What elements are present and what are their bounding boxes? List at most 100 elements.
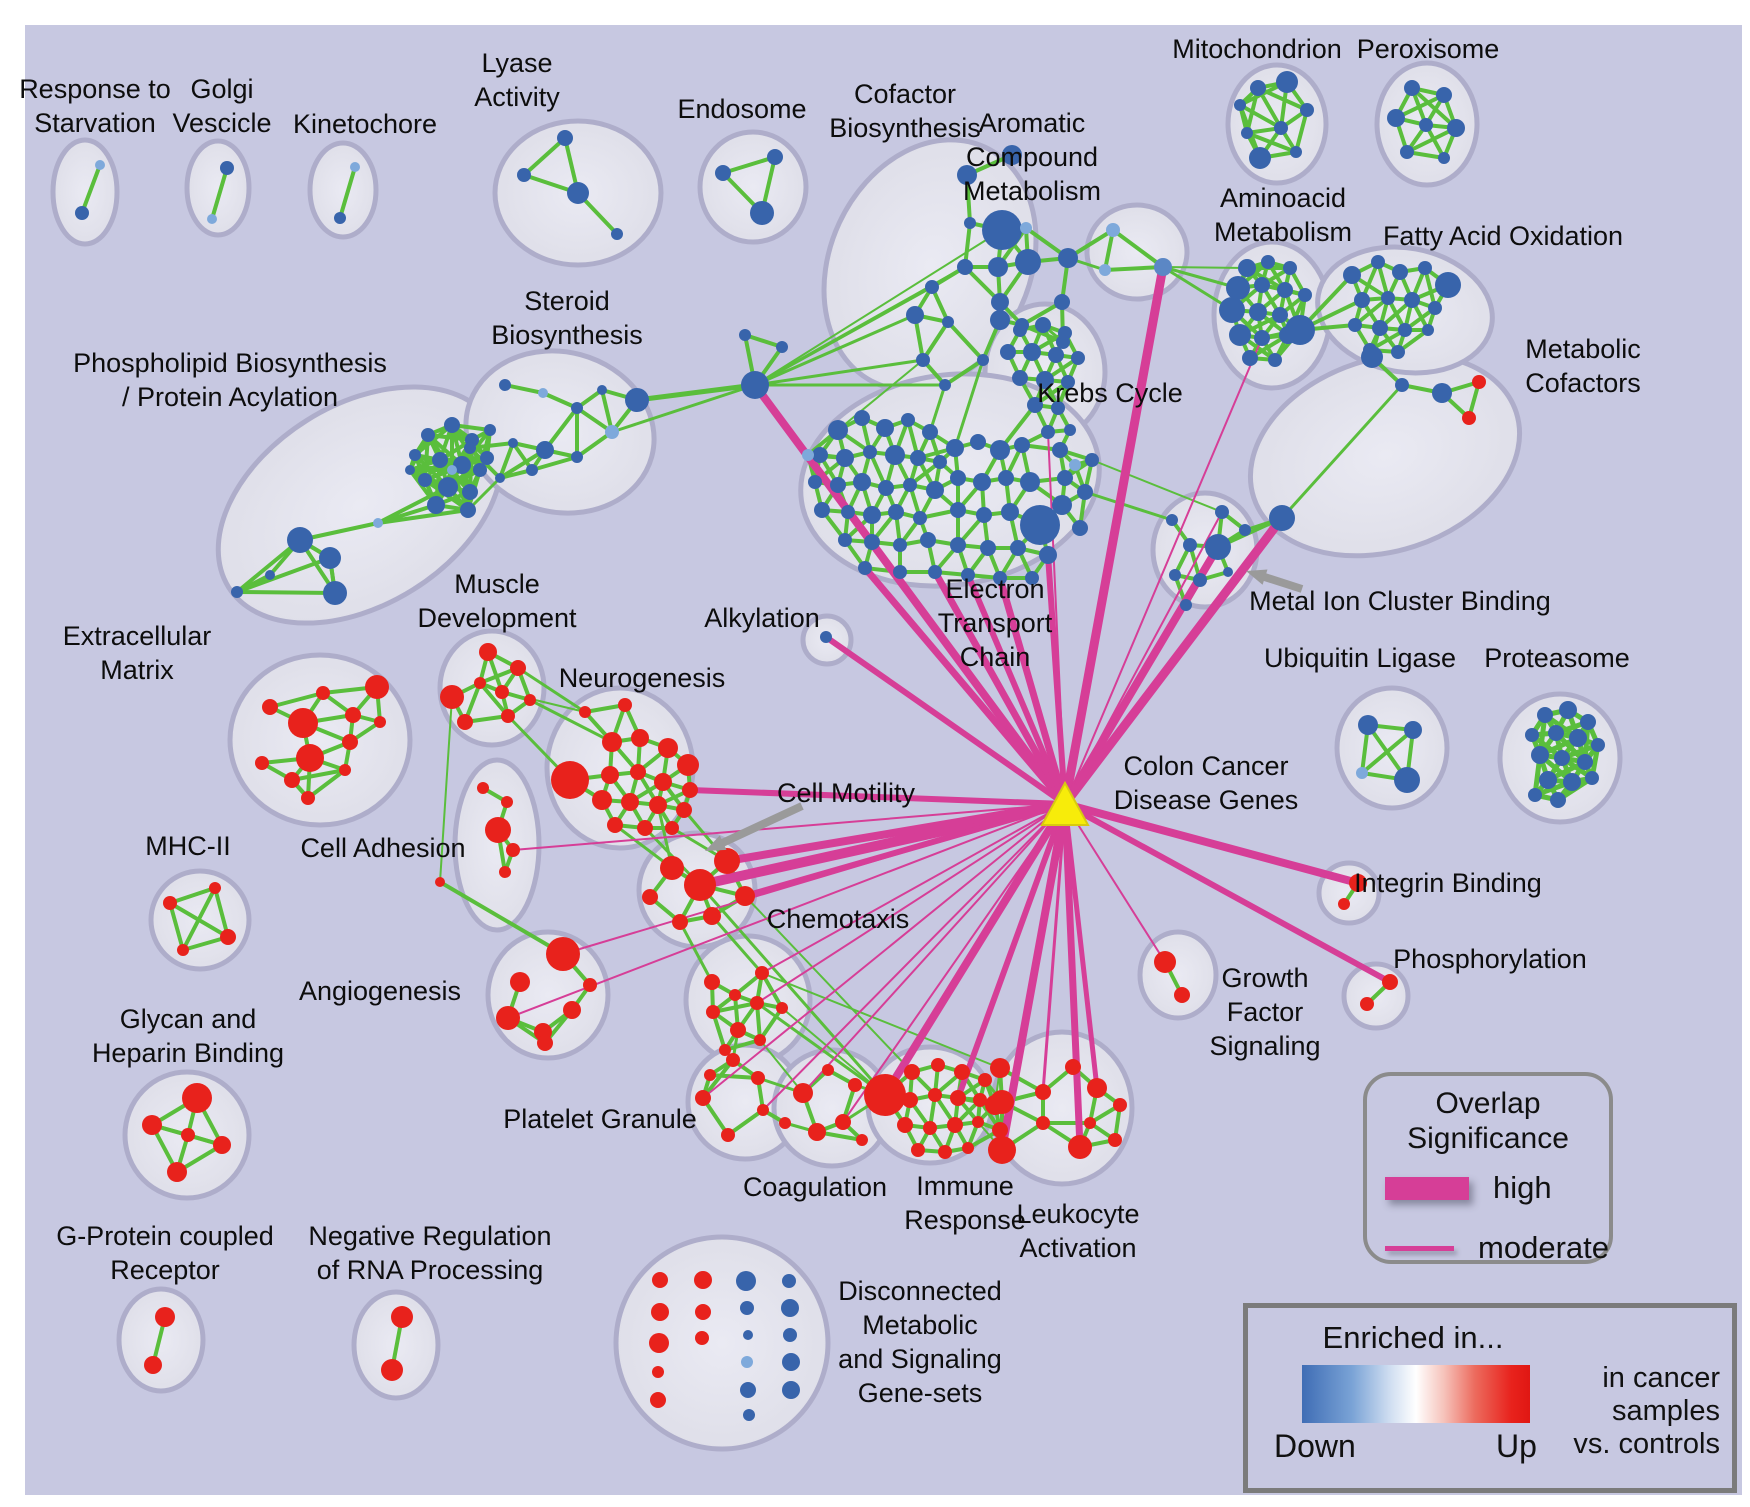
- node-krebs: [1058, 326, 1072, 340]
- node-ecm: [262, 699, 278, 715]
- overlap-edge-alkylation: [823, 634, 1068, 807]
- green-edge: [761, 972, 1001, 1069]
- node-lyase_activity: [611, 228, 623, 240]
- node-neurogenesis: [631, 729, 649, 747]
- node-etc: [863, 506, 881, 524]
- node-ecm: [365, 675, 389, 699]
- node-steroid: [571, 402, 583, 414]
- label-etc: Transport: [938, 608, 1053, 638]
- node-muscle_dev: [501, 709, 515, 723]
- node-steroid: [495, 473, 505, 483]
- node-metabolic_cofactors: [1395, 378, 1409, 392]
- green-edge-steroid: [503, 383, 545, 395]
- node-neurogenesis: [658, 738, 678, 758]
- overlap-edge-leukocyte: [1061, 800, 1084, 1151]
- node-krebs: [1013, 323, 1027, 337]
- node-fao: [1404, 292, 1420, 308]
- node-etc: [950, 470, 966, 486]
- node-neurogenesis: [607, 817, 623, 833]
- node-cell_adhesion: [485, 817, 511, 843]
- node-etc: [864, 534, 880, 550]
- node-aminoacid: [1254, 330, 1270, 346]
- node-etc: [1020, 472, 1040, 492]
- node-fao: [1428, 301, 1442, 315]
- label-aromatic: Compound: [966, 142, 1098, 172]
- overlap-edge-chemotaxis: [756, 803, 1066, 1004]
- label-immune: Response: [904, 1205, 1026, 1235]
- green-edge: [439, 696, 453, 883]
- node-etc: [901, 413, 915, 427]
- overlap-edge-aminoacid: [1064, 337, 1263, 805]
- label-krebs: Krebs Cycle: [1037, 378, 1183, 408]
- node-etc: [961, 568, 975, 582]
- node-etc: [808, 475, 822, 489]
- green-edge-mhc2: [168, 901, 230, 939]
- node-mitochondrion: [1290, 146, 1302, 158]
- node-phospholipid: [373, 518, 383, 528]
- green-edge-steroid: [575, 430, 614, 459]
- node-cofactor: [990, 310, 1010, 330]
- overlap-edge-chemotaxis: [761, 803, 1066, 974]
- node-leukocyte: [1036, 1116, 1050, 1130]
- node-muscle_dev: [474, 677, 486, 689]
- node-endosome: [715, 165, 731, 181]
- green-edge: [781, 1007, 886, 1096]
- node-proteasome: [1577, 754, 1593, 770]
- green-edge-cofactor: [943, 358, 985, 387]
- node-immune: [904, 1064, 920, 1080]
- metal-ion-arrow-head: [1246, 569, 1268, 585]
- node-aminoacid: [1242, 350, 1258, 366]
- green-edge: [753, 313, 917, 387]
- node-aminoacid: [1272, 307, 1288, 323]
- node-muscle_dev: [457, 714, 473, 730]
- green-edge-mhc2: [168, 901, 185, 952]
- node-cofactor: [957, 259, 973, 275]
- green-edge-platelet: [708, 1073, 760, 1080]
- node-lyase_activity: [517, 168, 531, 182]
- node-mitochondrion: [1249, 147, 1271, 169]
- cluster-metal_ion-ellipse: [1150, 490, 1260, 610]
- node-immune: [897, 1117, 913, 1133]
- node-neurogenesis: [649, 796, 667, 814]
- node-coagulation: [793, 1083, 813, 1103]
- green-edge-phospholipid: [235, 590, 337, 595]
- node-hub_chain: [741, 371, 769, 399]
- node-etc: [853, 473, 871, 491]
- node-krebs: [1012, 370, 1028, 386]
- node-steroid: [508, 438, 518, 448]
- gradient-side-note: in cancer samples vs. controls: [1573, 1362, 1720, 1460]
- green-edge-chemotaxis: [758, 1006, 784, 1042]
- node-integrin: [1338, 898, 1350, 910]
- green-edge: [753, 358, 925, 387]
- node-leukocyte: [1035, 1084, 1051, 1100]
- node-neurogenesis: [677, 754, 699, 776]
- node-phospholipid: [427, 496, 445, 514]
- cluster-ecm-ellipse: [227, 652, 413, 828]
- node-etc: [885, 445, 905, 465]
- label-negreg: of RNA Processing: [317, 1255, 544, 1285]
- node-etc: [973, 473, 991, 491]
- moderate-significance-swatch: [1385, 1245, 1455, 1251]
- node-mitochondrion: [1250, 80, 1266, 96]
- node-etc: [1069, 459, 1081, 471]
- node-fao: [1435, 272, 1461, 298]
- node-neurogenesis: [601, 766, 619, 784]
- node-disconnected: [782, 1353, 800, 1371]
- node-coagulation: [822, 1064, 834, 1076]
- node-peroxisome: [1447, 119, 1465, 137]
- overlap-edge-leukocyte: [998, 800, 1069, 1154]
- node-leukocyte: [1087, 1078, 1107, 1098]
- node-metabolic_cofactors: [1462, 411, 1476, 425]
- node-golgi_vescicle: [220, 161, 234, 175]
- node-disconnected: [743, 1330, 753, 1340]
- node-metabolic_cofactors: [1269, 505, 1295, 531]
- label-aminoacid: Metabolism: [1214, 217, 1352, 247]
- green-edge: [438, 880, 565, 956]
- node-mhc2: [209, 882, 221, 894]
- node-endosome: [750, 201, 774, 225]
- gradient-down-label: Down: [1274, 1428, 1356, 1464]
- overlap-edge-aromatic: [1060, 262, 1168, 809]
- node-fao: [1391, 345, 1405, 359]
- node-cofactor: [982, 210, 1022, 250]
- node-neurogenesis: [682, 782, 698, 798]
